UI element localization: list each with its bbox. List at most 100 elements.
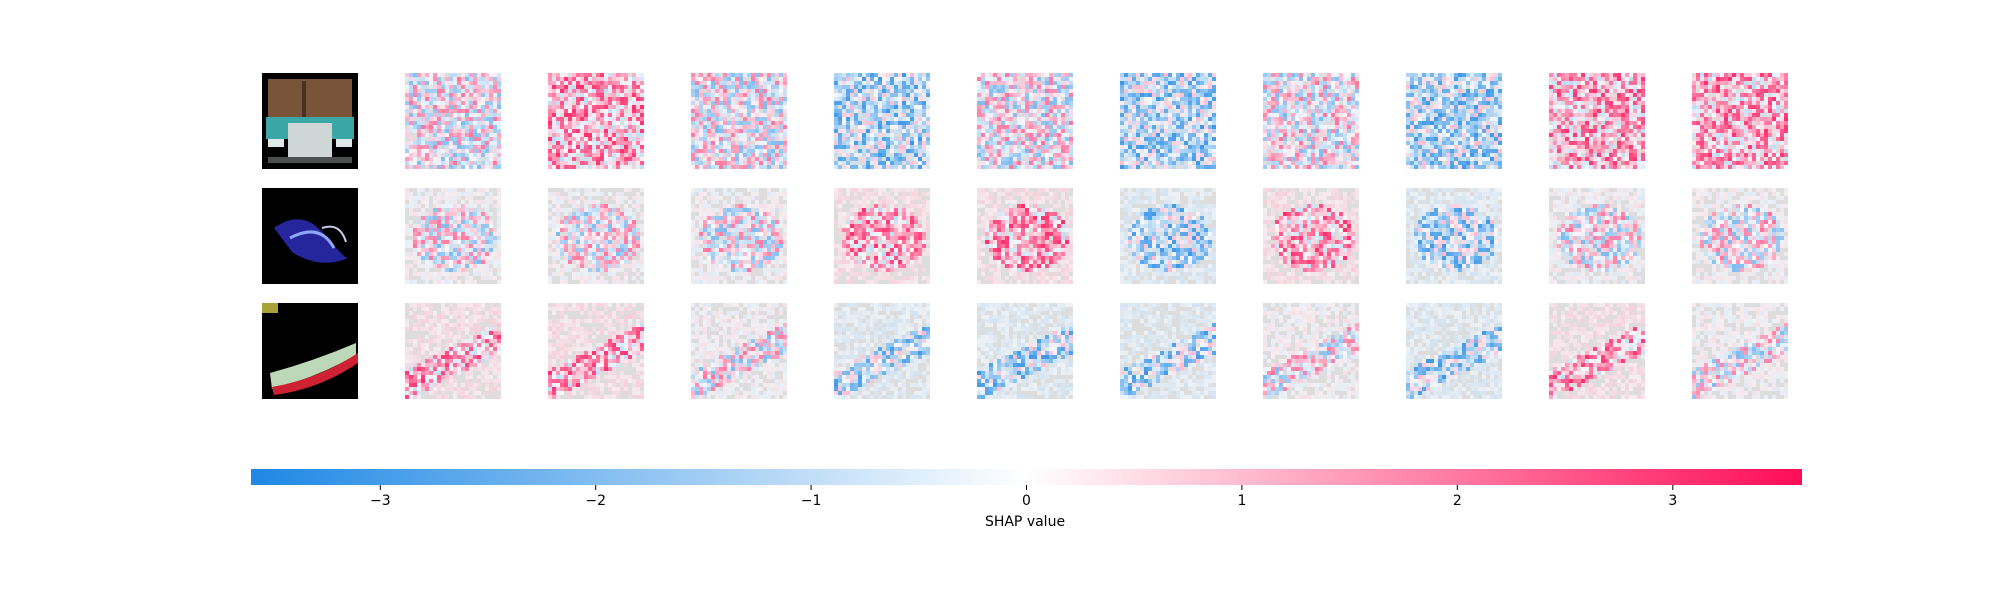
shap-pixel bbox=[759, 77, 763, 81]
shap-pixel bbox=[1589, 93, 1593, 97]
shap-pixel bbox=[612, 77, 616, 81]
shap-pixel bbox=[1124, 77, 1128, 81]
shap-pixel bbox=[556, 77, 560, 81]
shap-pixel bbox=[1462, 93, 1466, 97]
shap-pixel bbox=[1490, 77, 1494, 81]
shap-pixel bbox=[1633, 133, 1637, 137]
shap-pixel bbox=[481, 133, 485, 137]
shap-pixel bbox=[1152, 161, 1156, 165]
shap-pixel bbox=[1045, 149, 1049, 153]
shap-pixel bbox=[723, 81, 727, 85]
shap-pixel bbox=[1271, 89, 1275, 93]
shap-pixel bbox=[608, 161, 612, 165]
shap-pixel bbox=[767, 101, 771, 105]
shap-pixel bbox=[1450, 93, 1454, 97]
shap-pixel bbox=[858, 73, 862, 77]
shap-pixel bbox=[1132, 149, 1136, 153]
shap-pixel bbox=[1132, 77, 1136, 81]
shap-pixel bbox=[906, 97, 910, 101]
shap-pixel bbox=[1557, 149, 1561, 153]
shap-pixel bbox=[1355, 141, 1359, 145]
shap-pixel bbox=[1406, 165, 1410, 169]
shap-pixel bbox=[854, 161, 858, 165]
shap-pixel bbox=[1136, 145, 1140, 149]
shap-pixel bbox=[894, 153, 898, 157]
shap-pixel bbox=[421, 105, 425, 109]
shap-pixel bbox=[449, 97, 453, 101]
shap-pixel bbox=[1180, 81, 1184, 85]
shap-pixel bbox=[1164, 137, 1168, 141]
shap-pixel bbox=[1462, 121, 1466, 125]
shap-pixel bbox=[584, 129, 588, 133]
shap-pixel bbox=[1041, 157, 1045, 161]
shap-pixel bbox=[1593, 93, 1597, 97]
shap-pixel bbox=[1307, 101, 1311, 105]
shap-pixel bbox=[866, 117, 870, 121]
shap-pixel bbox=[1617, 149, 1621, 153]
shap-pixel bbox=[1605, 133, 1609, 137]
shap-pixel bbox=[1204, 73, 1208, 77]
shap-pixel bbox=[1474, 165, 1478, 169]
shap-pixel bbox=[489, 77, 493, 81]
shap-pixel bbox=[1434, 153, 1438, 157]
shap-pixel bbox=[1061, 77, 1065, 81]
shap-pixel bbox=[1621, 77, 1625, 81]
shap-pixel bbox=[588, 145, 592, 149]
shap-pixel bbox=[441, 121, 445, 125]
shap-pixel bbox=[926, 109, 930, 113]
shap-pixel bbox=[1017, 145, 1021, 149]
shap-pixel bbox=[616, 117, 620, 121]
shap-pixel bbox=[1764, 85, 1768, 89]
shap-pixel bbox=[437, 81, 441, 85]
shap-pixel bbox=[1025, 85, 1029, 89]
shap-pixel bbox=[417, 93, 421, 97]
shap-pixel bbox=[910, 161, 914, 165]
shap-pixel bbox=[1065, 157, 1069, 161]
shap-pixel bbox=[1498, 81, 1502, 85]
shap-pixel bbox=[751, 137, 755, 141]
shap-pixel bbox=[1160, 81, 1164, 85]
shap-pixel bbox=[1581, 121, 1585, 125]
shap-pixel bbox=[636, 157, 640, 161]
shap-pixel bbox=[1414, 149, 1418, 153]
shap-pixel bbox=[1355, 73, 1359, 77]
shap-pixel bbox=[1557, 101, 1561, 105]
shap-pixel bbox=[1430, 153, 1434, 157]
shap-pixel bbox=[1414, 165, 1418, 169]
shap-pixel bbox=[409, 137, 413, 141]
shap-pixel bbox=[1446, 149, 1450, 153]
shap-pixel bbox=[1184, 129, 1188, 133]
shap-pixel bbox=[1275, 165, 1279, 169]
shap-pixel bbox=[1120, 117, 1124, 121]
shap-pixel bbox=[759, 133, 763, 137]
shap-pixel bbox=[465, 81, 469, 85]
shap-pixel bbox=[1458, 141, 1462, 145]
shap-pixel bbox=[453, 93, 457, 97]
shap-pixel bbox=[576, 117, 580, 121]
shap-pixel bbox=[1609, 97, 1613, 101]
shap-pixel bbox=[1045, 145, 1049, 149]
shap-pixel bbox=[1196, 157, 1200, 161]
shap-pixel bbox=[1414, 97, 1418, 101]
shap-pixel bbox=[592, 77, 596, 81]
shap-pixel bbox=[1637, 165, 1641, 169]
shap-pixel bbox=[751, 77, 755, 81]
shap-pixel bbox=[874, 81, 878, 85]
shap-pixel bbox=[1001, 157, 1005, 161]
shap-pixel bbox=[1287, 89, 1291, 93]
shap-pixel bbox=[437, 133, 441, 137]
shap-pixel bbox=[1478, 73, 1482, 77]
shap-pixel bbox=[751, 121, 755, 125]
shap-pixel bbox=[1307, 117, 1311, 121]
shap-pixel bbox=[1152, 113, 1156, 117]
shap-pixel bbox=[707, 89, 711, 93]
shap-pixel bbox=[1601, 93, 1605, 97]
shap-pixel bbox=[1466, 97, 1470, 101]
shap-pixel bbox=[1323, 145, 1327, 149]
shap-pixel bbox=[874, 137, 878, 141]
shap-pixel bbox=[588, 77, 592, 81]
shap-pixel bbox=[628, 105, 632, 109]
shap-pixel bbox=[1172, 89, 1176, 93]
shap-pixel bbox=[771, 85, 775, 89]
shap-pixel bbox=[1057, 93, 1061, 97]
